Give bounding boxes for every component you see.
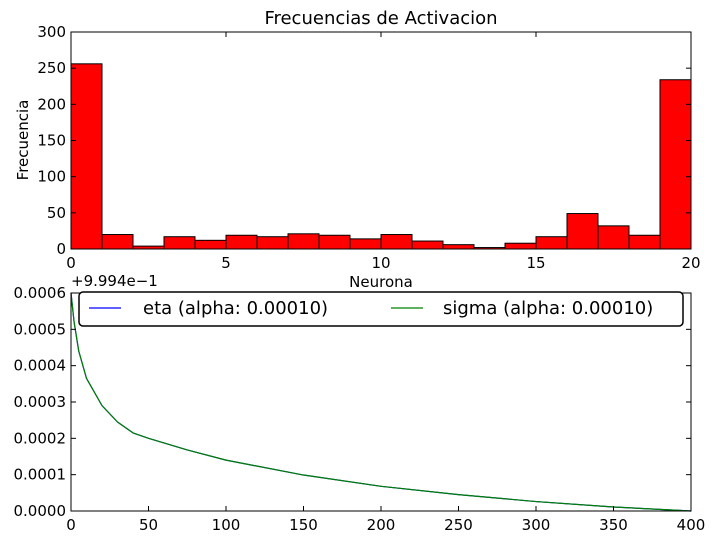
histogram-y-tick-label: 150 (37, 132, 66, 150)
histogram-bar (70, 63, 103, 250)
histogram-bar (442, 244, 475, 250)
legend-label-eta: eta (alpha: 0.00010) (143, 298, 328, 319)
line-x-tick-label: 150 (289, 516, 318, 534)
histogram-bars (70, 63, 692, 250)
histogram-bar (597, 225, 630, 250)
line-y-tick-label: 0.0005 (14, 320, 67, 338)
histogram-x-tick-label: 15 (526, 254, 545, 272)
histogram-x-tick-label: 20 (681, 254, 700, 272)
histogram-x-tick-label: 0 (66, 254, 76, 272)
line-x-tick-label: 300 (522, 516, 551, 534)
legend-label-sigma: sigma (alpha: 0.00010) (443, 298, 653, 319)
histogram-x-tick-label: 5 (221, 254, 231, 272)
line-x-tick-label: 250 (444, 516, 473, 534)
histogram-y-tick-label: 50 (47, 204, 66, 222)
histogram-bar (504, 242, 537, 250)
histogram-y-tick-label: 200 (37, 95, 66, 113)
histogram-x-tick-label: 10 (371, 254, 390, 272)
line-y-tick-label: 0.0003 (14, 393, 67, 411)
line-y-offset-label: +9.994e−1 (71, 272, 158, 290)
line-legend: eta (alpha: 0.00010) sigma (alpha: 0.000… (78, 291, 684, 327)
histogram-bar (318, 234, 351, 250)
histogram-chart: Frecuencias de Activacion 0 5 10 15 20050100… (14, 8, 701, 291)
histogram-bar (287, 233, 320, 250)
line-x-tick-label: 200 (367, 516, 396, 534)
line-x-tick-label: 50 (139, 516, 158, 534)
histogram-bar (380, 234, 413, 250)
histogram-bar (225, 234, 258, 250)
histogram-y-tick-label: 300 (37, 23, 66, 41)
histogram-bar (163, 236, 196, 250)
histogram-bar (101, 234, 134, 250)
legend-box (78, 291, 684, 327)
line-x-tick-label: 100 (212, 516, 241, 534)
histogram-bar (628, 234, 661, 250)
line-y-tick-label: 0.0001 (14, 466, 67, 484)
histogram-y-axis-label: Frecuencia (14, 100, 32, 181)
line-x-tick-label: 400 (677, 516, 706, 534)
histogram-y-tick-label: 100 (37, 168, 66, 186)
line-series-sigma (70, 292, 692, 512)
histogram-bar (194, 239, 227, 250)
line-ticks: 0 50 100 150 200 250 300 350 400 0.0000 0.0001 0.00… (14, 284, 706, 534)
histogram-y-tick-label: 250 (37, 59, 66, 77)
line-x-tick-label: 350 (599, 516, 628, 534)
line-series-group (70, 292, 692, 512)
line-y-tick-label: 0.0002 (14, 429, 67, 447)
histogram-bar (411, 240, 444, 250)
histogram-y-tick-label: 0 (56, 240, 66, 258)
line-y-tick-label: 0.0000 (14, 502, 67, 520)
histogram-bar (566, 213, 599, 250)
histogram-bar (349, 238, 382, 250)
line-x-tick-label: 0 (66, 516, 76, 534)
line-y-tick-label: 0.0004 (14, 357, 67, 375)
histogram-bar (535, 236, 568, 250)
histogram-bar (659, 79, 692, 250)
line-chart: +9.994e−1 0 50 100 150 200 250 300 350 400 0.0000… (14, 272, 706, 534)
histogram-bar (256, 236, 289, 250)
line-y-tick-label: 0.0006 (14, 284, 67, 302)
histogram-title: Frecuencias de Activacion (264, 8, 497, 29)
histogram-x-axis-label: Neurona (349, 273, 413, 291)
